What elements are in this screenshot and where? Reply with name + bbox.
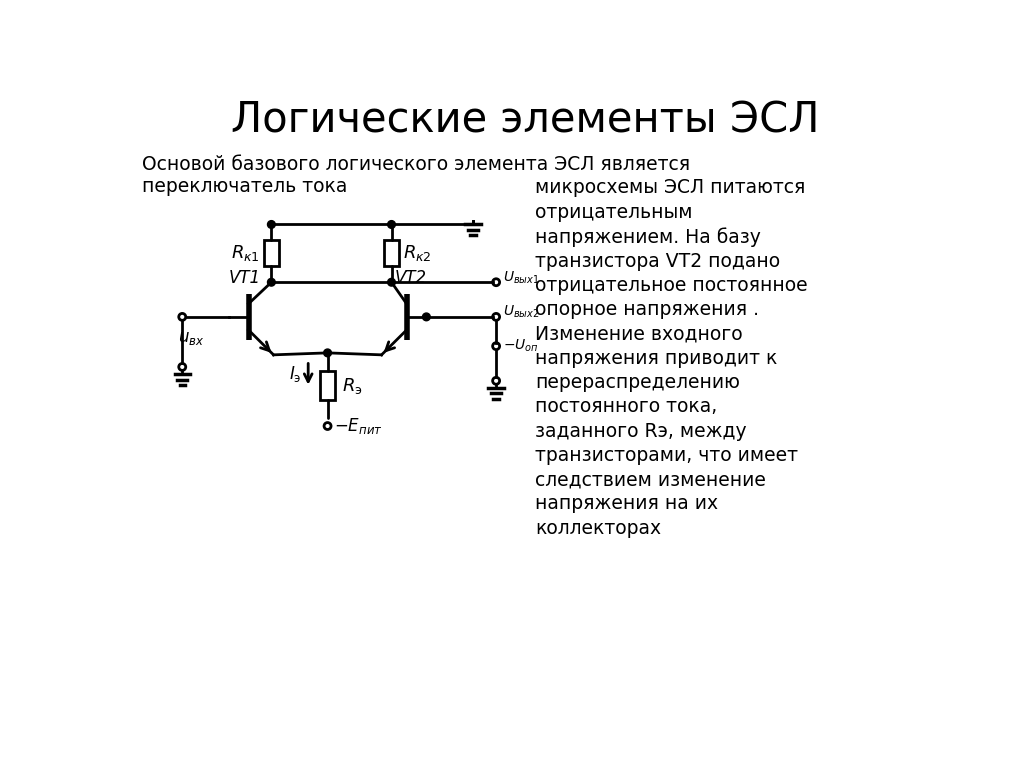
Text: $R_{\kappa2}$: $R_{\kappa2}$	[403, 243, 432, 263]
Text: микросхемы ЭСЛ питаются
отрицательным
напряжением. На базу
транзистора VT2 подан: микросхемы ЭСЛ питаются отрицательным на…	[535, 178, 808, 538]
Bar	[319, 371, 335, 400]
Circle shape	[423, 313, 430, 321]
Text: $-U_{\mathit{оп}}$: $-U_{\mathit{оп}}$	[503, 338, 539, 354]
Text: $U_{\mathit{вых2}}$: $U_{\mathit{вых2}}$	[503, 304, 540, 321]
Text: $I_{\mathsf{э}}$: $I_{\mathsf{э}}$	[290, 364, 302, 384]
Text: Основой базового логического элемента ЭСЛ является
переключатель тока: Основой базового логического элемента ЭС…	[142, 155, 690, 196]
Text: $-E_{\mathit{пит}}$: $-E_{\mathit{пит}}$	[334, 416, 382, 436]
Text: VT2: VT2	[394, 269, 427, 288]
Text: $R_{\kappa1}$: $R_{\kappa1}$	[231, 243, 260, 263]
Circle shape	[388, 278, 395, 286]
Circle shape	[324, 349, 332, 357]
Circle shape	[267, 278, 275, 286]
Text: $U_{\mathit{вых1}}$: $U_{\mathit{вых1}}$	[503, 269, 540, 286]
Circle shape	[388, 221, 395, 229]
Text: $u_{\mathit{вх}}$: $u_{\mathit{вх}}$	[178, 330, 205, 347]
Text: Логические элементы ЭСЛ: Логические элементы ЭСЛ	[230, 100, 819, 142]
Bar	[384, 240, 399, 266]
Circle shape	[267, 221, 275, 229]
Text: VT1: VT1	[228, 269, 261, 288]
Bar	[263, 240, 280, 266]
Text: $R_{\mathsf{э}}$: $R_{\mathsf{э}}$	[342, 376, 362, 396]
